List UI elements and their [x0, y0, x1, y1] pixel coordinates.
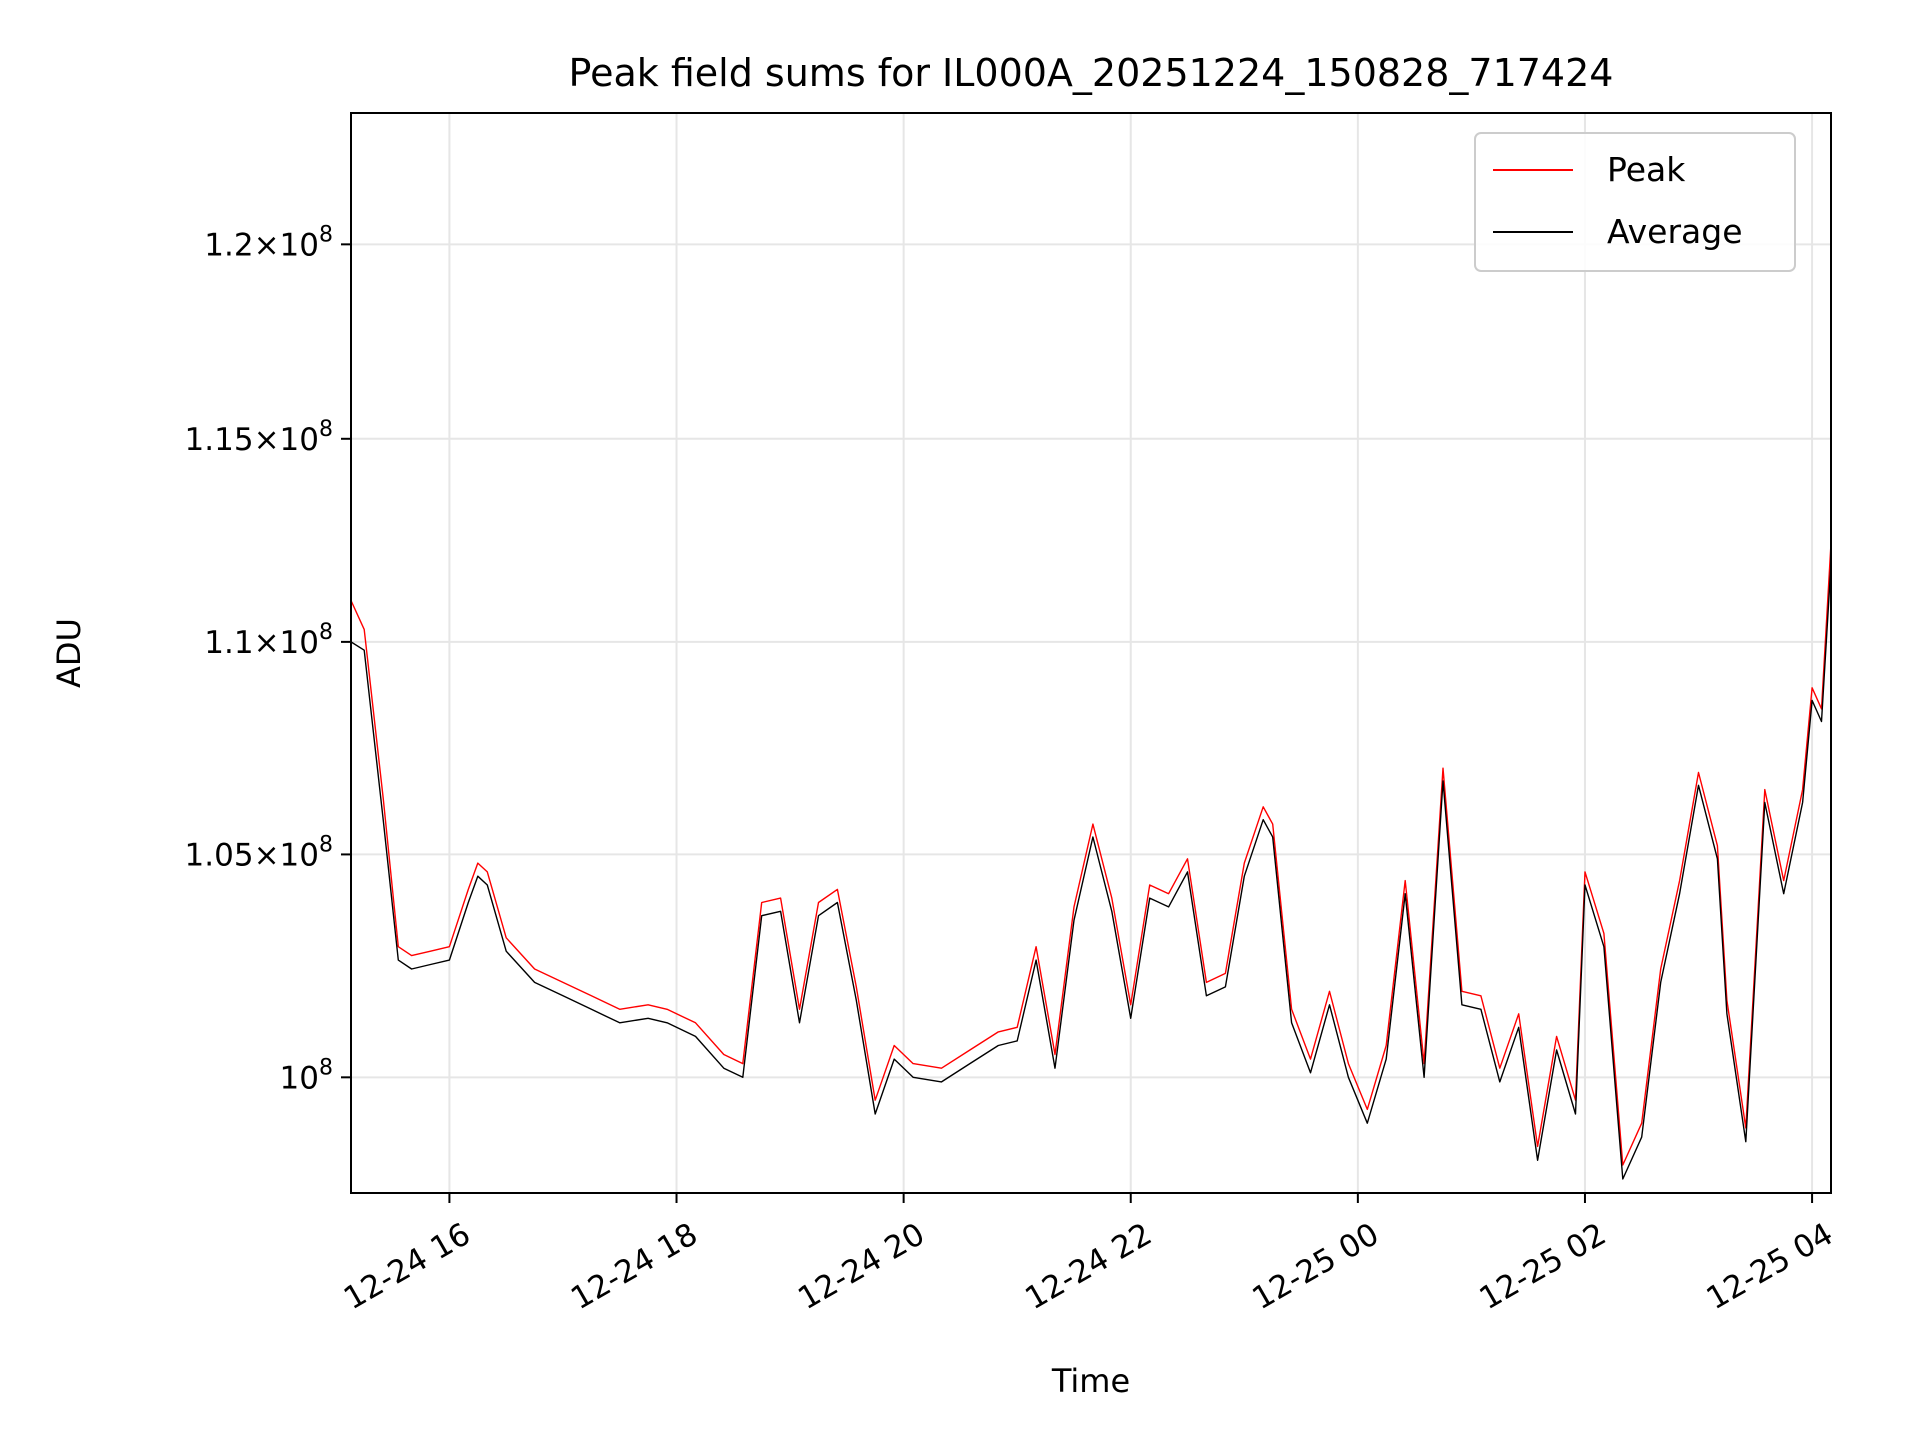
plot-frame [350, 112, 1832, 1194]
y-tick-label: 1.15×108 [185, 417, 333, 458]
y-tick-label: 108 [280, 1055, 333, 1096]
y-axis: 108 1.05×108 1.1×108 1.15×108 1.2×108 [185, 222, 351, 1096]
x-axis-label: Time [1051, 1362, 1130, 1400]
legend-label: Peak [1607, 150, 1686, 189]
series-lines [350, 543, 1832, 1180]
y-tick-label: 1.1×108 [204, 620, 333, 661]
legend-box [1474, 132, 1796, 272]
legend: Peak Average [1474, 132, 1796, 272]
gridlines [351, 113, 1831, 1193]
y-tick-label: 1.05×108 [185, 832, 333, 873]
series-line-peak [350, 543, 1832, 1166]
y-axis-label: ADU [50, 618, 88, 688]
chart-title: Peak field sums for IL000A_20251224_1508… [569, 51, 1614, 95]
legend-label: Average [1607, 212, 1743, 251]
series-line-average [350, 563, 1832, 1180]
y-tick-label: 1.2×108 [204, 222, 333, 263]
